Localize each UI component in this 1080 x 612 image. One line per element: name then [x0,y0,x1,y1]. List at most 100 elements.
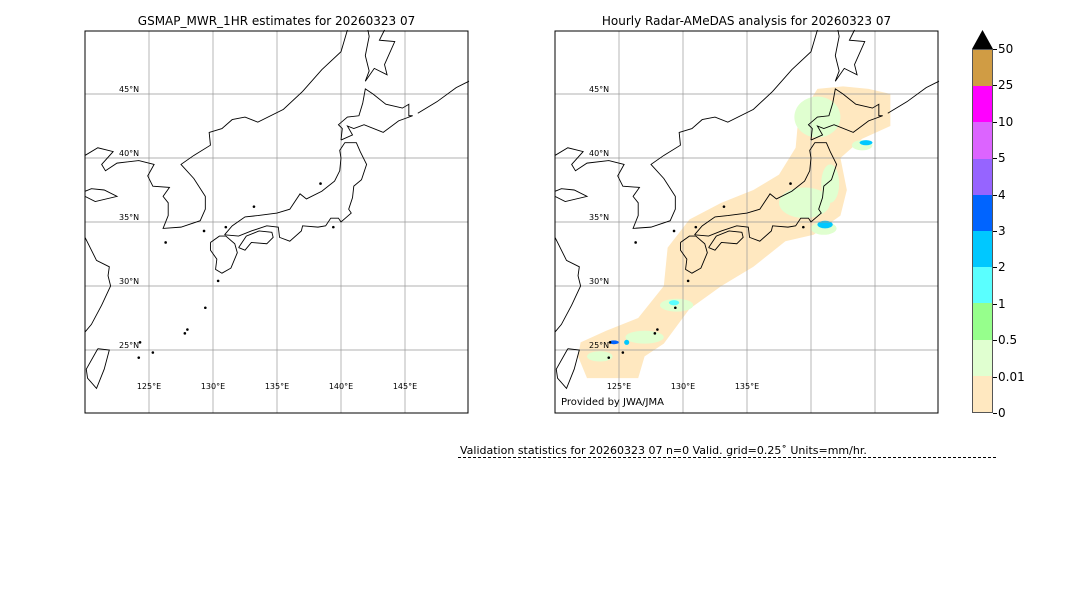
island [802,225,805,229]
rain-area-light [578,86,891,379]
colorbar-tick-label: 4 [993,187,1006,202]
lon-label: 135°E [735,382,759,391]
coastline [554,188,589,202]
lat-label: 25°N [589,341,609,350]
colorbar-segment [973,122,992,159]
island [186,328,189,331]
island [608,341,612,344]
coastline [555,348,580,390]
colorbar-segment [973,267,992,304]
island [694,225,698,229]
rain-area-heavy [624,339,630,345]
map-frame [84,30,469,414]
validation-statistics: Validation statistics for 20260323 07 n=… [460,444,867,457]
colorbar-segment [973,194,992,231]
rain-area-0.01 [659,298,694,312]
coastline [694,142,838,242]
right-map-title: Hourly Radar-AMeDAS analysis for 2026032… [601,14,892,28]
lon-label: 145°E [393,382,417,391]
colorbar-segment [973,86,992,123]
map-frame [554,30,939,414]
coastline [84,188,119,202]
coastline [85,348,110,390]
lat-label: 45°N [589,85,609,94]
colorbar-segment [973,303,992,340]
coastline [84,29,348,229]
coastline [554,29,818,229]
coastline [807,88,883,141]
coastline [209,235,238,274]
island [137,356,141,359]
lon-label: 140°E [329,382,353,391]
rain-area-0.01 [587,351,613,362]
lat-label: 30°N [119,277,139,286]
island [621,351,625,354]
credit-text: Provided by JWA/JMA [561,397,664,408]
colorbar-segment [973,375,992,412]
lon-label: 125°E [137,382,161,391]
lon-label: 130°E [671,382,695,391]
coastline [364,29,370,82]
lat-label: 45°N [119,85,139,94]
lat-label: 35°N [589,213,609,222]
coastline [364,29,396,82]
coastline [679,235,708,274]
island [151,351,155,354]
coastline [224,142,368,242]
colorbar-segment [973,231,992,268]
island [332,225,335,229]
colorbar-tick-label: 0.01 [993,369,1025,384]
island [319,182,322,185]
rain-area-0.01 [821,164,840,203]
island [653,332,657,335]
island [183,332,187,335]
rain-area-heavy [859,140,873,146]
colorbar-extend-arrow [972,30,993,49]
coastline [84,237,112,333]
rain-area-heavy [608,340,619,345]
colorbar-segment [973,339,992,376]
rain-area-0.01 [625,330,664,344]
island [204,306,207,310]
lat-label: 25°N [119,341,139,350]
colorbar-segment [973,158,992,195]
lon-label: 125°E [607,382,631,391]
colorbar [972,49,993,413]
coastline [834,29,866,82]
rain-area-heavy [817,220,833,229]
colorbar-tick-label: 25 [992,78,1014,93]
coastline [834,29,840,82]
coastline [887,80,940,114]
island [656,328,659,331]
lat-label: 40°N [119,149,139,158]
island [672,229,676,233]
island [789,182,792,185]
island [674,306,677,310]
island [164,241,167,244]
island [252,205,256,208]
island [686,279,690,283]
left-map: 45°N 40°N 35°N 30°N 25°N 125°E 130°E 135°E 140°E… [84,29,470,414]
coastline [238,230,274,251]
left-map-title: GSMAP_MWR_1HR estimates for 20260323 07 [137,14,416,28]
island [224,225,228,229]
island [607,356,611,359]
colorbar-tick-label: 0 [993,406,1006,420]
divider-line [458,457,996,458]
colorbar-tick-label: 50 [992,42,1014,56]
island [138,341,142,344]
lon-label: 130°E [201,382,225,391]
colorbar-tick-label: 1 [993,296,1006,311]
coastline [417,80,470,114]
right-map: 45°N 40°N 35°N 30°N 25°N 125°E 130°E 135°E [554,29,940,414]
colorbar-tick-label: 5 [993,151,1006,166]
colorbar-tick-label: 2 [993,260,1006,275]
colorbar-tick-label: 0.5 [992,333,1018,348]
island [216,279,220,283]
island [202,229,206,233]
island [634,241,637,244]
lat-label: 30°N [589,277,609,286]
coastline [337,88,413,141]
coastline [554,237,582,333]
colorbar-segment [973,50,992,87]
